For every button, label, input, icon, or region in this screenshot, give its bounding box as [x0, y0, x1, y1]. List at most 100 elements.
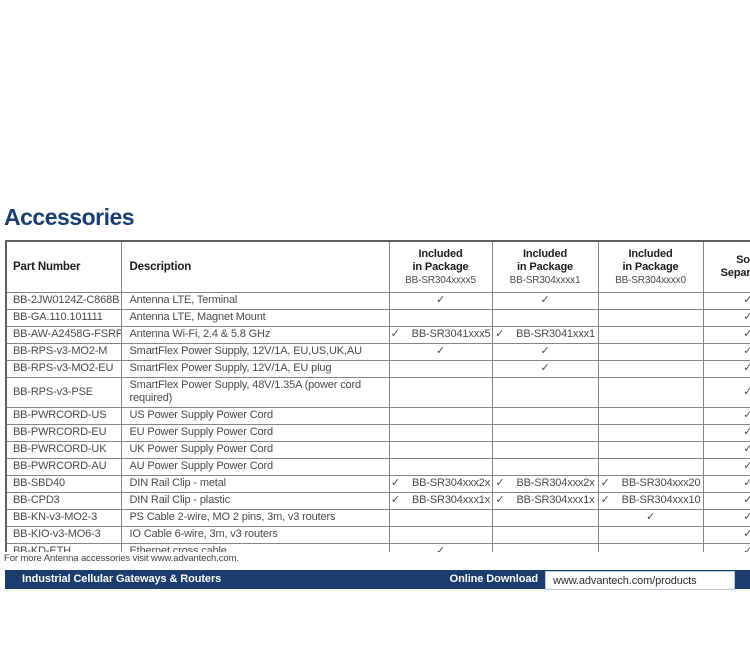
- part-number-cell: BB-CPD3: [5, 492, 122, 510]
- included-pkg5-cell: [388, 407, 493, 425]
- included-pkg0-cell: [597, 343, 704, 361]
- description-cell: Antenna Wi-Fi, 2.4 & 5.8 GHz: [120, 326, 390, 344]
- accessories-table: Part Number Description Included in Pack…: [5, 240, 750, 552]
- description-cell: UK Power Supply Power Cord: [120, 441, 390, 459]
- sold-header-line2: Separately: [720, 267, 750, 279]
- sold-separately-cell: ✓: [702, 543, 750, 552]
- included-pkg1-cell: [491, 424, 599, 442]
- sold-separately-cell: ✓: [702, 475, 750, 493]
- included-pkg5-cell: [388, 360, 493, 378]
- description-cell: IO Cable 6-wire, 3m, v3 routers: [120, 526, 390, 544]
- included-pkg1-cell: [491, 377, 599, 408]
- table-row: BB-KN-v3-MO2-3 PS Cable 2-wire, MO 2 pin…: [5, 509, 750, 527]
- check-icon: ✓: [743, 460, 750, 473]
- included-pkg0-cell: [597, 458, 704, 476]
- table-row: BB-RPS-v3-MO2-M SmartFlex Power Supply, …: [5, 343, 750, 361]
- part-number-cell: BB-RPS-v3-MO2-M: [5, 343, 122, 361]
- included-pkg0-cell: [597, 526, 704, 544]
- included-pkg0-cell: ✓: [597, 509, 704, 527]
- pkg-code-text: BB-SR3041xxx5: [411, 328, 491, 340]
- included-pkg1-cell: [491, 441, 599, 459]
- description-cell: AU Power Supply Power Cord: [120, 458, 390, 476]
- sold-separately-cell: ✓: [702, 326, 750, 344]
- included-pkg1-cell: [491, 458, 599, 476]
- description-cell: SmartFlex Power Supply, 12V/1A, EU plug: [120, 360, 390, 378]
- description-cell: DIN Rail Clip - plastic: [120, 492, 390, 510]
- check-icon: ✓: [495, 328, 505, 340]
- included-pkg1-cell: ✓ BB-SR3041xxx1: [491, 326, 599, 344]
- sold-separately-cell: ✓: [702, 292, 750, 310]
- included-pkg5-cell: [388, 526, 493, 544]
- included-pkg1-cell: ✓ BB-SR304xxx1x: [491, 492, 599, 510]
- check-icon: ✓: [743, 545, 750, 552]
- included-pkg0-cell: ✓ BB-SR304xxx10: [597, 492, 704, 510]
- table-row: BB-RPS-v3-MO2-EU SmartFlex Power Supply,…: [5, 360, 750, 378]
- included-pkg5-cell: [388, 377, 493, 408]
- part-number-cell: BB-SBD40: [5, 475, 122, 493]
- sold-separately-cell: ✓: [702, 309, 750, 327]
- download-url-box: www.advantech.com/products: [545, 571, 735, 590]
- part-number-cell: BB-RPS-v3-MO2-EU: [5, 360, 122, 378]
- included-pkg1-cell: ✓: [491, 343, 599, 361]
- table-row: BB-2JW0124Z-C868B Antenna LTE, Terminal …: [5, 292, 750, 310]
- included-pkg5-cell: ✓ BB-SR304xxx2x: [388, 475, 493, 493]
- pkg-code-text: BB-SR3041xxx1: [516, 328, 595, 340]
- col-header-part-number: Part Number: [5, 240, 122, 293]
- included-pkg0-cell: [597, 292, 704, 310]
- sold-separately-cell: ✓: [702, 424, 750, 442]
- online-download-label: Online Download: [449, 573, 538, 585]
- check-icon: ✓: [435, 545, 446, 552]
- included-pkg0-cell: [597, 424, 704, 442]
- description-cell: US Power Supply Power Cord: [120, 407, 390, 425]
- part-number-cell: BB-KN-v3-MO2-3: [5, 509, 122, 527]
- part-number-cell: BB-2JW0124Z-C868B: [5, 292, 122, 310]
- check-icon: ✓: [540, 362, 550, 374]
- check-icon: ✓: [495, 477, 505, 489]
- included-pkg0-cell: [597, 360, 704, 378]
- check-icon: ✓: [743, 511, 750, 524]
- sold-separately-cell: ✓: [702, 526, 750, 544]
- check-icon: ✓: [743, 443, 750, 456]
- pkg-code-text: BB-SR304xxx2x: [411, 477, 491, 489]
- col-header-included-pkg1: Included in Package BB-SR304xxxx1: [491, 240, 599, 293]
- description-cell: Antenna LTE, Terminal: [120, 292, 390, 310]
- description-cell: DIN Rail Clip - metal: [120, 475, 390, 493]
- sold-header-line1: Sold: [736, 254, 750, 266]
- table-row: BB-KD-ETH Ethernet cross cable ✓ ✓: [5, 543, 750, 552]
- col-header-sold-separately: Sold Separately: [702, 240, 750, 293]
- table-row: BB-RPS-v3-PSE SmartFlex Power Supply, 48…: [5, 377, 750, 408]
- check-icon: ✓: [435, 294, 446, 306]
- included-pkg5-cell: [388, 509, 493, 527]
- included-pkg1-cell: [491, 543, 599, 552]
- col-header-description: Description: [120, 240, 390, 293]
- pkg-code-text: BB-SR304xxx10: [621, 494, 701, 506]
- included-pkg5-cell: ✓: [388, 292, 493, 310]
- table-row: BB-PWRCORD-US US Power Supply Power Cord…: [5, 407, 750, 425]
- included-pkg1-cell: [491, 526, 599, 544]
- table-row: BB-PWRCORD-AU AU Power Supply Power Cord…: [5, 458, 750, 476]
- part-number-cell: BB-RPS-v3-PSE: [5, 377, 122, 408]
- check-icon: ✓: [743, 494, 750, 507]
- sold-separately-cell: ✓: [702, 407, 750, 425]
- included-pkg0-cell: [597, 543, 704, 552]
- pkg-header-code: BB-SR304xxxx1: [509, 274, 581, 286]
- pkg-header-code: BB-SR304xxxx5: [405, 274, 476, 286]
- sold-separately-cell: ✓: [702, 492, 750, 510]
- check-icon: ✓: [743, 345, 750, 358]
- sold-separately-cell: ✓: [702, 441, 750, 459]
- included-pkg0-cell: [597, 377, 704, 408]
- table-row: BB-CPD3 DIN Rail Clip - plastic ✓ BB-SR30…: [5, 492, 750, 510]
- pkg-code-text: BB-SR304xxx1x: [516, 494, 595, 506]
- description-cell: Antenna LTE, Magnet Mount: [120, 309, 390, 327]
- part-number-cell: BB-PWRCORD-UK: [5, 441, 122, 459]
- description-cell: SmartFlex Power Supply, 12V/1A, EU,US,UK…: [120, 343, 390, 361]
- antenna-accessories-note: For more Antenna accessories visit www.a…: [4, 553, 239, 564]
- pkg-code-text: BB-SR304xxx2x: [516, 477, 595, 489]
- part-number-cell: BB-PWRCORD-AU: [5, 458, 122, 476]
- description-cell: Ethernet cross cable: [120, 543, 390, 552]
- check-icon: ✓: [743, 426, 750, 439]
- check-icon: ✓: [495, 494, 505, 506]
- description-cell: SmartFlex Power Supply, 48V/1.35A (power…: [120, 377, 390, 408]
- check-icon: ✓: [600, 494, 610, 506]
